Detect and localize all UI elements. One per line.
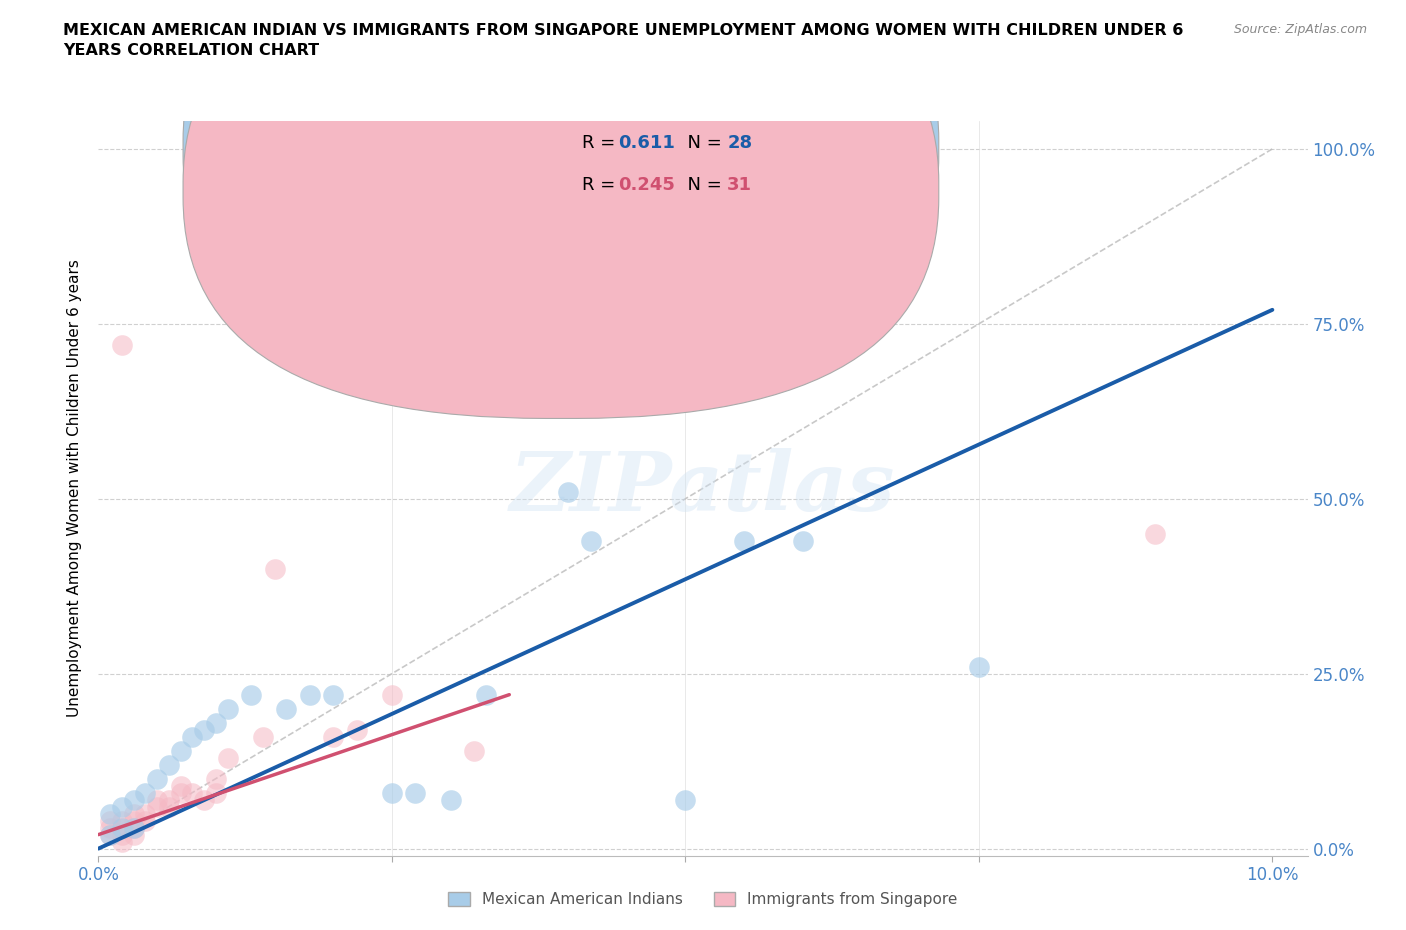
- Text: 31: 31: [727, 176, 752, 193]
- Point: [157, 792, 180, 807]
- Point: [967, 659, 990, 674]
- Y-axis label: Unemployment Among Women with Children Under 6 years: Unemployment Among Women with Children U…: [67, 259, 83, 717]
- Point: [157, 799, 180, 814]
- Point: [98, 827, 121, 842]
- Text: 28: 28: [727, 134, 752, 152]
- Text: Source: ZipAtlas.com: Source: ZipAtlas.com: [1233, 23, 1367, 36]
- Point: [263, 562, 285, 577]
- Point: [404, 785, 426, 800]
- Point: [181, 785, 204, 800]
- Point: [276, 701, 298, 716]
- Point: [181, 729, 204, 744]
- Point: [204, 785, 226, 800]
- Point: [157, 757, 180, 772]
- Text: MEXICAN AMERICAN INDIAN VS IMMIGRANTS FROM SINGAPORE UNEMPLOYMENT AMONG WOMEN WI: MEXICAN AMERICAN INDIAN VS IMMIGRANTS FR…: [63, 23, 1184, 58]
- Point: [122, 792, 145, 807]
- Text: 0.611: 0.611: [619, 134, 675, 152]
- Point: [98, 806, 121, 821]
- Point: [134, 813, 156, 828]
- Point: [146, 799, 169, 814]
- Point: [1143, 526, 1166, 541]
- Point: [381, 785, 404, 800]
- Point: [581, 533, 603, 548]
- Point: [381, 687, 404, 702]
- Point: [298, 687, 321, 702]
- Point: [122, 820, 145, 835]
- Point: [169, 743, 191, 758]
- Point: [98, 820, 121, 835]
- Text: ZIPatlas: ZIPatlas: [510, 448, 896, 528]
- Point: [169, 778, 191, 793]
- Text: R =: R =: [582, 134, 621, 152]
- Point: [111, 820, 134, 835]
- Point: [193, 792, 215, 807]
- Point: [122, 827, 145, 842]
- FancyBboxPatch shape: [183, 0, 939, 377]
- Point: [557, 485, 579, 499]
- Text: N =: N =: [676, 134, 728, 152]
- Point: [111, 338, 134, 352]
- Text: R =: R =: [582, 176, 621, 193]
- Point: [122, 813, 145, 828]
- Point: [134, 806, 156, 821]
- Point: [134, 785, 156, 800]
- Point: [111, 834, 134, 849]
- Point: [439, 792, 461, 807]
- Point: [122, 820, 145, 835]
- Point: [111, 799, 134, 814]
- Point: [240, 687, 263, 702]
- Point: [792, 533, 814, 548]
- Point: [146, 771, 169, 786]
- Point: [322, 687, 344, 702]
- FancyBboxPatch shape: [183, 0, 939, 418]
- Point: [322, 729, 344, 744]
- Point: [204, 771, 226, 786]
- Point: [193, 723, 215, 737]
- Point: [111, 820, 134, 835]
- Point: [98, 827, 121, 842]
- FancyBboxPatch shape: [522, 125, 811, 213]
- Point: [733, 533, 755, 548]
- Point: [475, 687, 498, 702]
- Point: [111, 827, 134, 842]
- Legend: Mexican American Indians, Immigrants from Singapore: Mexican American Indians, Immigrants fro…: [443, 885, 963, 913]
- Point: [252, 729, 274, 744]
- Point: [122, 806, 145, 821]
- Point: [169, 785, 191, 800]
- Point: [98, 813, 121, 828]
- Text: 0.245: 0.245: [619, 176, 675, 193]
- Point: [111, 813, 134, 828]
- Text: N =: N =: [676, 176, 728, 193]
- Point: [217, 701, 239, 716]
- Point: [346, 723, 368, 737]
- Point: [217, 751, 239, 765]
- Point: [204, 715, 226, 730]
- Point: [463, 743, 485, 758]
- Point: [673, 792, 696, 807]
- Point: [146, 792, 169, 807]
